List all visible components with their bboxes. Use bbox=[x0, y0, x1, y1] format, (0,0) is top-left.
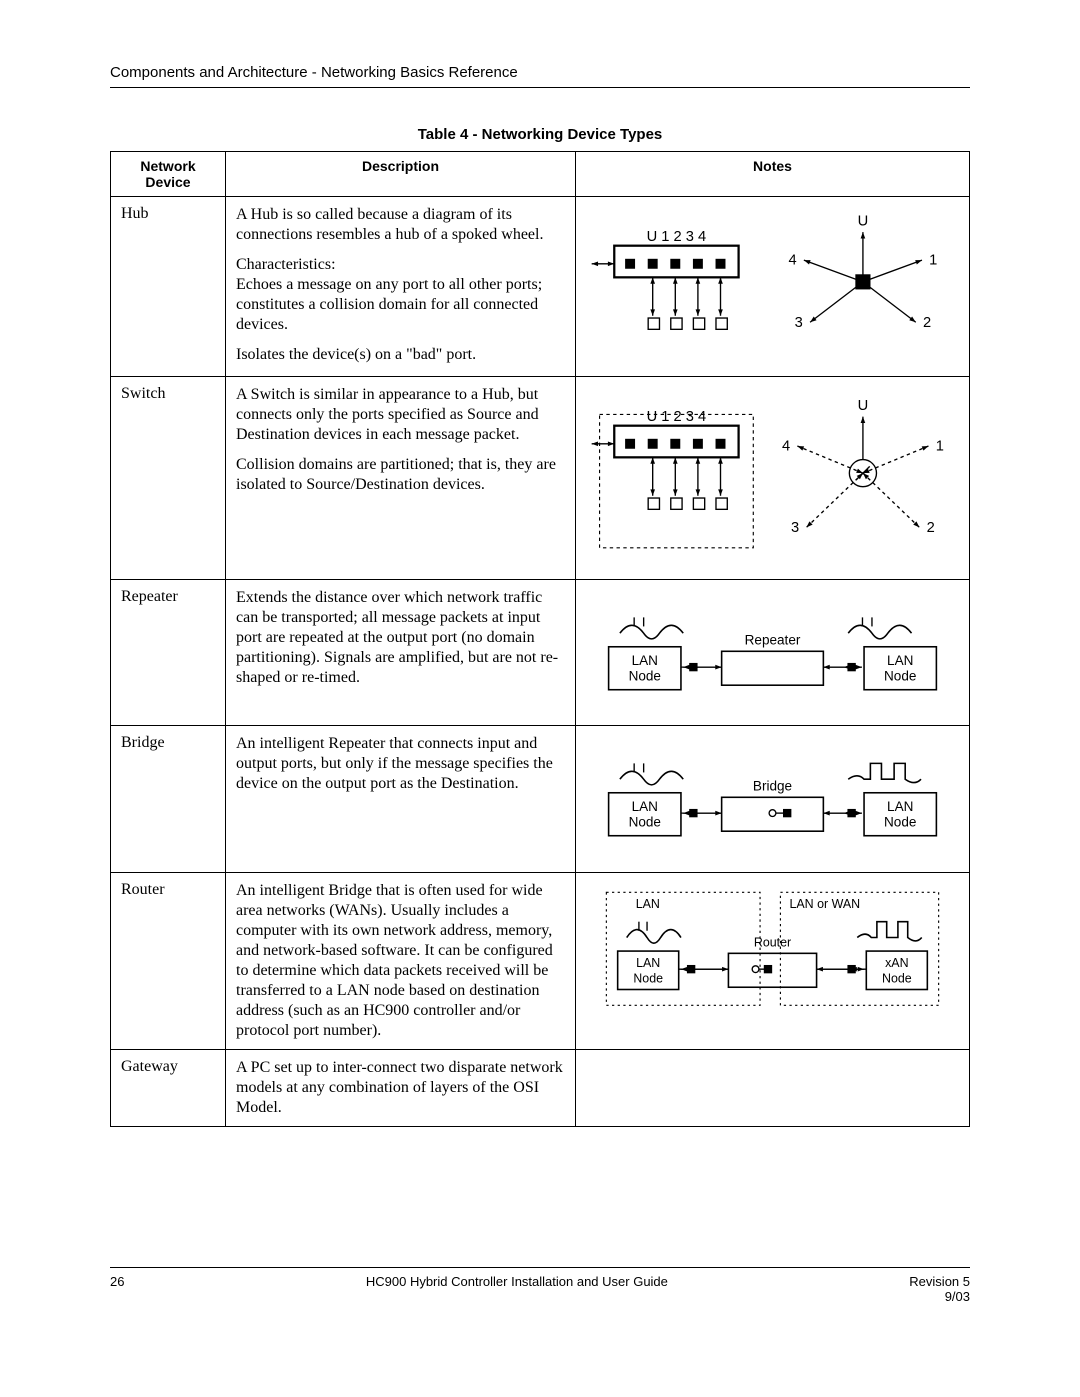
desc-paragraph: Collision domains are partitioned; that … bbox=[236, 455, 565, 495]
svg-text:Node: Node bbox=[884, 815, 916, 830]
device-diagram: U 1 2 3 4 U 1 2 3 4 bbox=[576, 197, 970, 377]
device-description: An intelligent Bridge that is often used… bbox=[226, 872, 576, 1049]
device-name: Router bbox=[111, 872, 226, 1049]
device-diagram: LANNodeLANNodeBridge bbox=[576, 726, 970, 872]
col-notes: Notes bbox=[576, 152, 970, 197]
desc-paragraph: Extends the distance over which network … bbox=[236, 588, 565, 688]
table-row: RouterAn intelligent Bridge that is ofte… bbox=[111, 872, 970, 1049]
svg-text:Bridge: Bridge bbox=[753, 779, 792, 794]
desc-paragraph: An intelligent Bridge that is often used… bbox=[236, 881, 565, 1041]
desc-paragraph: An intelligent Repeater that connects in… bbox=[236, 734, 565, 794]
device-description: An intelligent Repeater that connects in… bbox=[226, 726, 576, 872]
table-row: RepeaterExtends the distance over which … bbox=[111, 580, 970, 726]
table-row: GatewayA PC set up to inter-connect two … bbox=[111, 1049, 970, 1126]
svg-text:1: 1 bbox=[936, 439, 944, 455]
page-footer: 26 HC900 Hybrid Controller Installation … bbox=[110, 1267, 970, 1304]
svg-text:Node: Node bbox=[633, 971, 663, 985]
device-description: Extends the distance over which network … bbox=[226, 580, 576, 726]
svg-text:LAN: LAN bbox=[632, 799, 658, 814]
svg-text:U 1 2 3 4: U 1 2 3 4 bbox=[647, 409, 707, 425]
svg-text:LAN: LAN bbox=[632, 653, 658, 668]
desc-paragraph: A Switch is similar in appearance to a H… bbox=[236, 385, 565, 445]
device-description: A Switch is similar in appearance to a H… bbox=[226, 377, 576, 580]
desc-paragraph: A Hub is so called because a diagram of … bbox=[236, 205, 565, 245]
svg-text:2: 2 bbox=[923, 315, 931, 331]
device-table: Network Device Description Notes HubA Hu… bbox=[110, 151, 970, 1127]
svg-text:U 1 2 3 4: U 1 2 3 4 bbox=[647, 229, 707, 245]
svg-text:U: U bbox=[858, 213, 869, 229]
device-name: Bridge bbox=[111, 726, 226, 872]
svg-text:3: 3 bbox=[795, 315, 803, 331]
svg-text:4: 4 bbox=[788, 253, 796, 269]
svg-text:Node: Node bbox=[882, 971, 912, 985]
desc-paragraph: A PC set up to inter-connect two dispara… bbox=[236, 1058, 565, 1118]
page-number: 26 bbox=[110, 1274, 124, 1289]
device-diagram: U 1 2 3 4 U 1 2 3 4 bbox=[576, 377, 970, 580]
svg-text:Node: Node bbox=[629, 815, 661, 830]
footer-title: HC900 Hybrid Controller Installation and… bbox=[366, 1274, 668, 1289]
col-description: Description bbox=[226, 152, 576, 197]
svg-text:4: 4 bbox=[782, 439, 790, 455]
device-name: Hub bbox=[111, 197, 226, 377]
device-name: Repeater bbox=[111, 580, 226, 726]
device-name: Gateway bbox=[111, 1049, 226, 1126]
device-name: Switch bbox=[111, 377, 226, 580]
table-row: HubA Hub is so called because a diagram … bbox=[111, 197, 970, 377]
svg-text:xAN: xAN bbox=[885, 956, 908, 970]
table-title: Table 4 - Networking Device Types bbox=[110, 126, 970, 143]
svg-text:LAN or WAN: LAN or WAN bbox=[789, 897, 860, 911]
svg-text:Node: Node bbox=[629, 669, 661, 684]
svg-text:LAN: LAN bbox=[636, 897, 660, 911]
device-diagram bbox=[576, 1049, 970, 1126]
svg-text:Router: Router bbox=[754, 935, 791, 949]
svg-text:LAN: LAN bbox=[636, 956, 660, 970]
desc-paragraph: Isolates the device(s) on a "bad" port. bbox=[236, 345, 565, 365]
footer-date: 9/03 bbox=[909, 1289, 970, 1304]
desc-paragraph: Characteristics:Echoes a message on any … bbox=[236, 255, 565, 335]
device-diagram: LANNodeLANNodeRepeater bbox=[576, 580, 970, 726]
svg-text:LAN: LAN bbox=[887, 799, 913, 814]
device-description: A Hub is so called because a diagram of … bbox=[226, 197, 576, 377]
header-section: Components and Architecture - Networking… bbox=[110, 64, 970, 88]
svg-text:LAN: LAN bbox=[887, 653, 913, 668]
svg-text:U: U bbox=[858, 398, 869, 414]
svg-text:Repeater: Repeater bbox=[745, 633, 801, 648]
svg-text:2: 2 bbox=[927, 520, 935, 536]
table-row: SwitchA Switch is similar in appearance … bbox=[111, 377, 970, 580]
table-row: BridgeAn intelligent Repeater that conne… bbox=[111, 726, 970, 872]
svg-text:1: 1 bbox=[929, 253, 937, 269]
device-diagram: LANLAN or WANLANNodexANNodeRouter bbox=[576, 872, 970, 1049]
col-device: Network Device bbox=[111, 152, 226, 197]
svg-text:3: 3 bbox=[791, 520, 799, 536]
footer-revision: Revision 5 bbox=[909, 1274, 970, 1289]
svg-text:Node: Node bbox=[884, 669, 916, 684]
device-description: A PC set up to inter-connect two dispara… bbox=[226, 1049, 576, 1126]
